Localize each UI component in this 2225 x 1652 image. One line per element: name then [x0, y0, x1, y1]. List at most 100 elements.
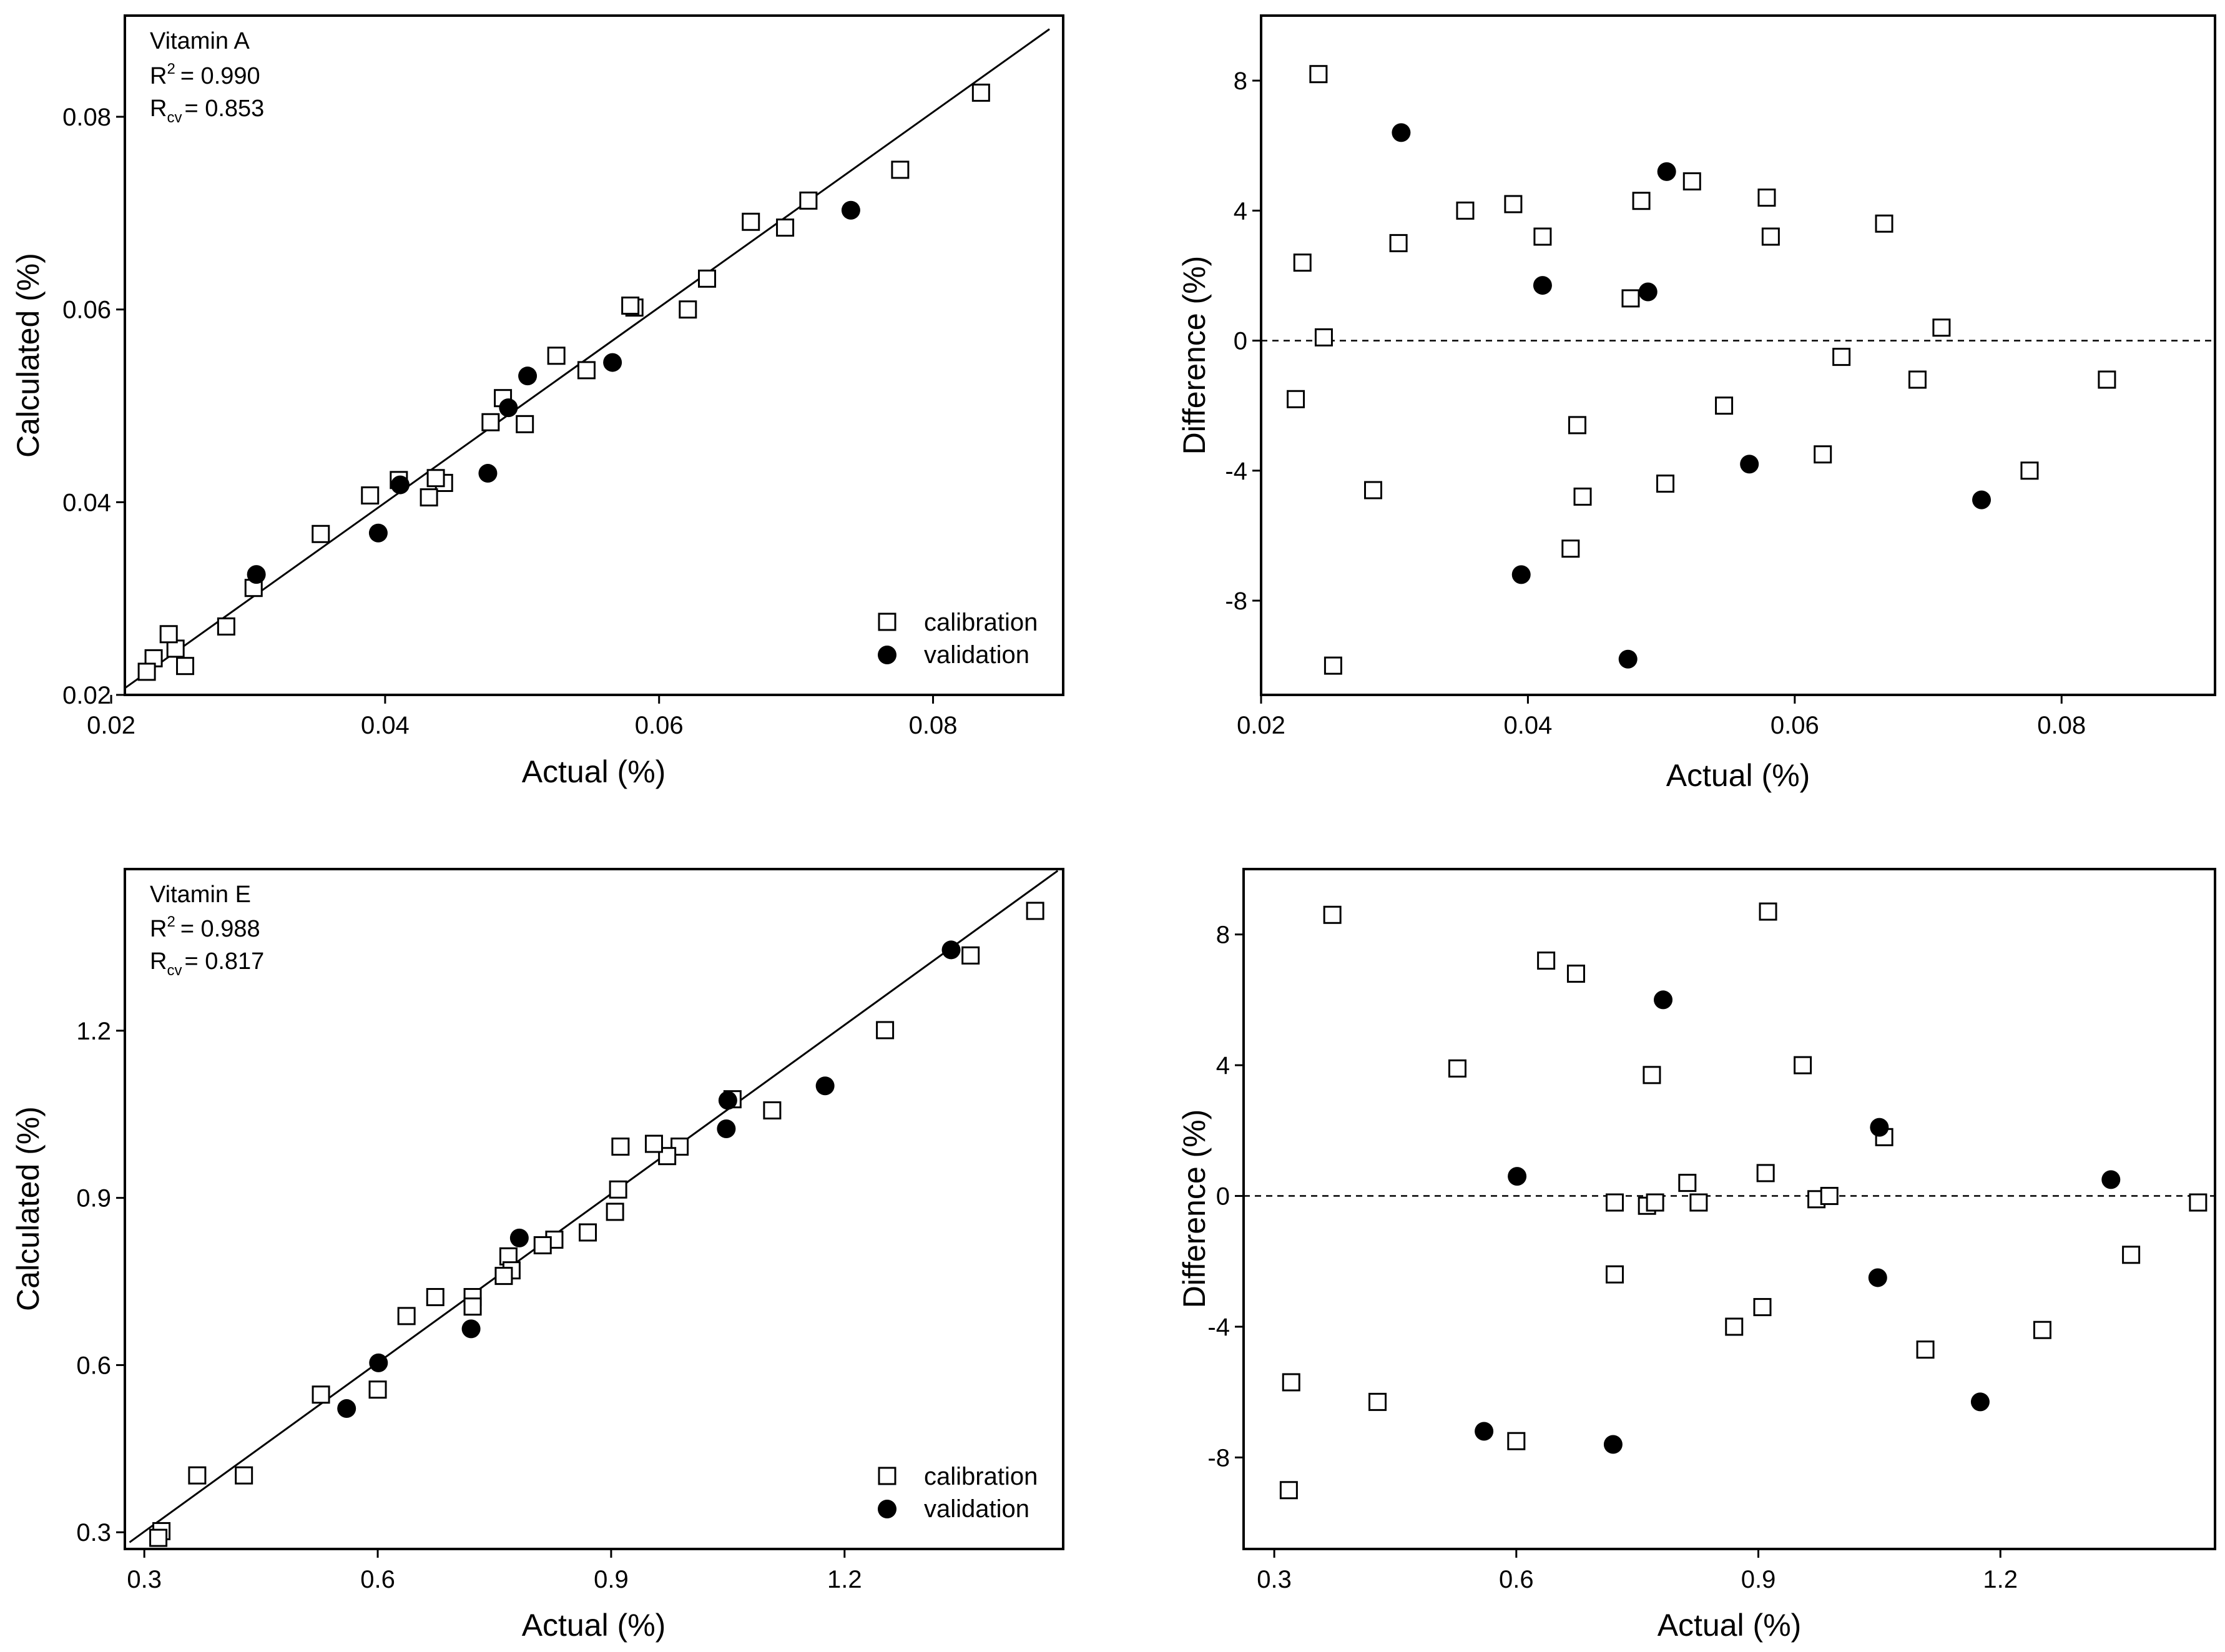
- validation-point: [1618, 649, 1638, 669]
- y-tick-label: 0: [1216, 1183, 1230, 1211]
- calibration-point: [149, 1528, 168, 1547]
- validation-point: [1970, 1392, 1990, 1412]
- calibration-point: [1533, 227, 1552, 246]
- calibration-point: [971, 83, 990, 102]
- x-tick-label: 0.04: [361, 712, 410, 739]
- y-tick-label: 8: [1234, 67, 1247, 95]
- calibration-point: [1682, 172, 1701, 190]
- vitamin-a-difference-plot: 0.02 0.04 0.06 0.08 -8 -4 0 4 8 Actual (%) Diffe…: [1177, 14, 2216, 793]
- legend-label-calibration: calibration: [924, 609, 1038, 636]
- calibration-point: [1632, 192, 1651, 210]
- calibration-point: [1605, 1193, 1624, 1212]
- calibration-point: [1324, 656, 1342, 675]
- rcv-annotation: Rcv = 0.817: [150, 948, 264, 979]
- y-tick-label: 0.3: [76, 1519, 111, 1546]
- x-tick-label: 0.08: [2037, 712, 2086, 739]
- calibration-point: [1759, 902, 1777, 921]
- legend-label-validation: validation: [924, 1495, 1029, 1523]
- x-tick-label: 1.2: [827, 1566, 862, 1593]
- validation-point: [478, 464, 498, 483]
- x-tick-label: 0.04: [1503, 712, 1552, 739]
- x-axis-title: Actual (%): [522, 754, 666, 789]
- vitamin-name: Vitamin A: [150, 28, 250, 54]
- calibration-point: [1715, 396, 1734, 415]
- calibration-point: [670, 1138, 689, 1156]
- calibration-point: [1875, 214, 1893, 233]
- calibration-point: [1678, 1174, 1697, 1192]
- x-tick-label: 0.02: [87, 712, 135, 739]
- calibration-point: [1507, 1432, 1526, 1450]
- x-axis-title: Actual (%): [1658, 1608, 1802, 1643]
- validation-point: [841, 200, 860, 220]
- calibration-point: [1757, 189, 1776, 207]
- plot-frame: [1242, 868, 2216, 1550]
- calibration-point: [1282, 1373, 1300, 1392]
- plot-frame: [1260, 14, 2216, 696]
- fit-line: [129, 870, 1059, 1543]
- y-axis-title: Calculated (%): [11, 253, 46, 458]
- calibration-point: [644, 1134, 663, 1153]
- calibration-point: [1656, 474, 1675, 493]
- calibration-point: [312, 524, 330, 543]
- calibration-point: [1448, 1059, 1466, 1078]
- calibration-point: [1561, 539, 1580, 558]
- validation-point: [1870, 1118, 1889, 1137]
- y-tick-label: 4: [1234, 197, 1247, 225]
- x-axis-title: Actual (%): [1666, 758, 1810, 793]
- x-tick-label: 0.3: [1257, 1566, 1292, 1593]
- x-tick-label: 0.06: [635, 712, 684, 739]
- calibration-point: [1287, 390, 1305, 408]
- calibration-point: [1573, 487, 1592, 506]
- legend: calibration validation: [878, 609, 1038, 669]
- validation-point: [718, 1091, 737, 1110]
- calibration-point: [577, 361, 596, 380]
- x-tick-label: 0.6: [1499, 1566, 1534, 1593]
- calibration-point: [579, 1223, 597, 1242]
- calibration-point: [609, 1180, 627, 1199]
- calibration-point: [361, 486, 380, 505]
- y-tick-label: 0.9: [76, 1185, 111, 1212]
- vitamin-e-difference-plot: 0.3 0.6 0.9 1.2 -8 -4 0 4 8 Actual (%) Differenc…: [1177, 868, 2216, 1643]
- calibration-point: [2189, 1193, 2208, 1212]
- validation-point: [1740, 455, 1759, 474]
- vitamin-e-calibration-plot: 0.3 0.6 0.9 1.2 0.3 0.6 0.9 1.2 Actual (%) Calc…: [11, 868, 1064, 1643]
- calibration-point: [776, 219, 795, 237]
- calibration-point: [1314, 328, 1333, 347]
- calibration-point: [235, 1466, 253, 1485]
- calibration-point: [742, 212, 760, 231]
- validation-point: [941, 940, 961, 960]
- calibration-point: [1761, 227, 1780, 246]
- calibration-point: [1643, 1066, 1661, 1084]
- calibration-point: [176, 657, 195, 676]
- r2-annotation: R2 = 0.988: [150, 913, 260, 942]
- calibration-point: [1568, 416, 1586, 435]
- x-tick-label: 0.9: [594, 1566, 629, 1593]
- calibration-point: [1323, 905, 1342, 924]
- y-axis-title: Calculated (%): [11, 1106, 46, 1311]
- x-tick-label: 0.9: [1741, 1566, 1776, 1593]
- x-tick-label: 0.08: [909, 712, 958, 739]
- calibration-point: [1309, 65, 1328, 84]
- y-tick-label: 0.6: [76, 1352, 111, 1379]
- legend: calibration validation: [878, 1463, 1038, 1523]
- x-tick-label: 0.02: [1237, 712, 1285, 739]
- calibration-point: [217, 617, 235, 636]
- calibration-point: [1364, 481, 1383, 499]
- validation-point: [1654, 990, 1673, 1010]
- calibration-point: [2122, 1246, 2141, 1264]
- y-tick-label: 0.08: [62, 104, 111, 131]
- calibration-point: [1820, 1187, 1839, 1206]
- calibration-point: [547, 347, 566, 365]
- calibration-point: [606, 1202, 624, 1221]
- calibration-point: [426, 469, 445, 488]
- y-tick-label: 8: [1216, 922, 1230, 949]
- validation-point: [337, 1399, 356, 1418]
- validation-point: [815, 1076, 835, 1096]
- calibration-point: [876, 1021, 895, 1040]
- calibration-point: [1814, 445, 1832, 464]
- calibration-point: [1026, 902, 1044, 920]
- validation-point: [391, 475, 410, 494]
- validation-point: [2101, 1170, 2121, 1189]
- x-tick-label: 0.3: [127, 1566, 162, 1593]
- calibration-point: [1504, 195, 1523, 214]
